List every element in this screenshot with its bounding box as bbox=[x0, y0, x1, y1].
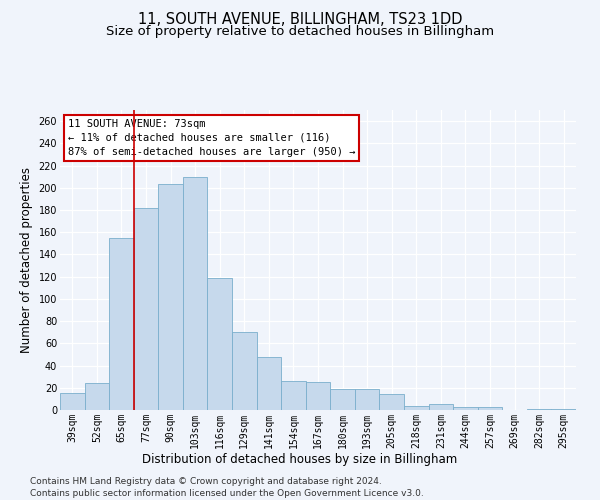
Text: Distribution of detached houses by size in Billingham: Distribution of detached houses by size … bbox=[142, 452, 458, 466]
Bar bbox=[109, 238, 134, 410]
Bar bbox=[428, 404, 453, 410]
Bar bbox=[281, 381, 306, 410]
Y-axis label: Number of detached properties: Number of detached properties bbox=[20, 167, 33, 353]
Text: Contains public sector information licensed under the Open Government Licence v3: Contains public sector information licen… bbox=[30, 489, 424, 498]
Bar bbox=[306, 382, 330, 410]
Text: 11, SOUTH AVENUE, BILLINGHAM, TS23 1DD: 11, SOUTH AVENUE, BILLINGHAM, TS23 1DD bbox=[138, 12, 462, 28]
Bar bbox=[379, 394, 404, 410]
Bar bbox=[551, 409, 576, 410]
Bar bbox=[330, 389, 355, 410]
Bar bbox=[527, 409, 551, 410]
Bar bbox=[85, 384, 109, 410]
Bar bbox=[355, 389, 379, 410]
Text: Contains HM Land Registry data © Crown copyright and database right 2024.: Contains HM Land Registry data © Crown c… bbox=[30, 478, 382, 486]
Bar bbox=[134, 208, 158, 410]
Bar bbox=[232, 332, 257, 410]
Bar bbox=[453, 406, 478, 410]
Bar bbox=[404, 406, 428, 410]
Bar bbox=[183, 176, 208, 410]
Bar bbox=[60, 394, 85, 410]
Bar bbox=[158, 184, 183, 410]
Bar bbox=[478, 406, 502, 410]
Text: 11 SOUTH AVENUE: 73sqm
← 11% of detached houses are smaller (116)
87% of semi-de: 11 SOUTH AVENUE: 73sqm ← 11% of detached… bbox=[68, 119, 355, 157]
Bar bbox=[257, 356, 281, 410]
Text: Size of property relative to detached houses in Billingham: Size of property relative to detached ho… bbox=[106, 25, 494, 38]
Bar bbox=[208, 278, 232, 410]
